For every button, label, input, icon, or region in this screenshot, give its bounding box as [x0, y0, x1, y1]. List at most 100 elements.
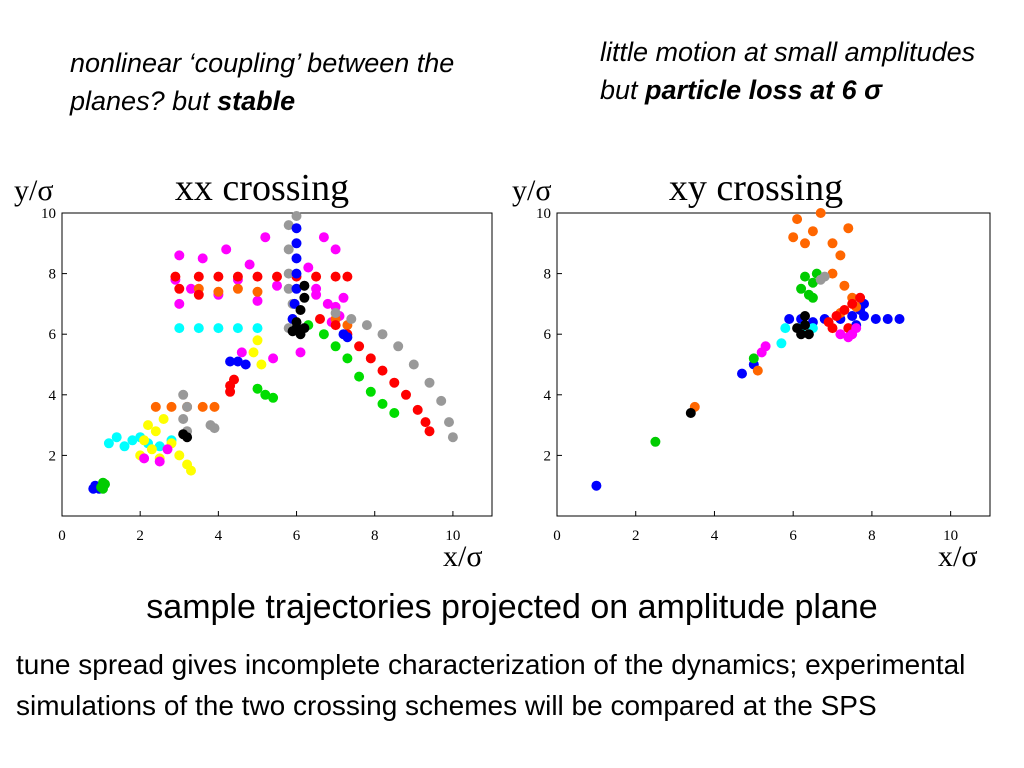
data-point [361, 320, 372, 331]
x-axis-label: x/σ [443, 540, 483, 573]
data-point [225, 386, 236, 397]
data-point [839, 280, 850, 291]
data-point [111, 432, 122, 443]
data-point [252, 323, 263, 334]
data-point [760, 341, 771, 352]
x-tick-label: 10 [445, 528, 460, 544]
data-point [291, 238, 302, 249]
x-tick-label: 10 [943, 528, 958, 544]
data-point [287, 326, 298, 337]
data-point [232, 271, 243, 282]
data-point [174, 298, 185, 309]
data-point [197, 253, 208, 264]
data-point [847, 298, 858, 309]
data-point [315, 314, 325, 324]
data-point [193, 323, 204, 334]
data-point [847, 311, 858, 321]
y-tick-label: 10 [41, 206, 56, 222]
data-point [96, 482, 107, 493]
data-point [377, 329, 388, 340]
y-tick-label: 4 [544, 388, 552, 404]
data-point [365, 353, 376, 364]
data-point [365, 386, 376, 397]
series-11 [178, 280, 310, 443]
data-point [444, 417, 454, 428]
data-point [252, 295, 263, 306]
data-point [213, 271, 224, 282]
data-point [283, 244, 294, 255]
data-point [256, 359, 267, 370]
data-point [800, 238, 810, 249]
data-point [346, 314, 357, 324]
x-tick-label: 6 [293, 528, 301, 544]
data-point [213, 286, 224, 297]
data-point [354, 371, 365, 382]
annotation-left-text: nonlinear ‘coupling’ between the planes?… [70, 48, 455, 116]
data-point [186, 465, 196, 476]
data-point [780, 323, 791, 334]
data-point [377, 398, 388, 409]
data-point [843, 223, 854, 234]
data-point [197, 401, 208, 412]
data-point [252, 335, 263, 346]
y-tick-label: 8 [544, 267, 552, 283]
series-8 [815, 271, 830, 285]
data-point [420, 417, 431, 428]
data-point [143, 420, 153, 431]
data-point [182, 401, 193, 412]
chart-title: xx crossing [175, 167, 349, 209]
series-3 [689, 208, 862, 412]
series-4 [135, 335, 267, 476]
data-point [213, 323, 224, 334]
data-point [807, 292, 818, 303]
series-2 [650, 268, 822, 447]
data-point [119, 441, 130, 452]
data-point [299, 280, 310, 291]
data-point [796, 283, 807, 294]
data-point [424, 377, 435, 388]
data-point [318, 232, 329, 243]
data-point [330, 308, 341, 318]
y-axis-label: y/σ [14, 174, 54, 207]
data-point [236, 347, 247, 358]
x-tick-label: 2 [136, 528, 144, 544]
data-point [166, 401, 177, 412]
x-tick-label: 8 [371, 528, 379, 544]
x-tick-label: 4 [711, 528, 719, 544]
data-point [232, 323, 243, 334]
data-point [792, 214, 803, 225]
data-point [174, 283, 185, 294]
annotation-left-emphasis: stable [217, 86, 296, 116]
chart-2: 0 2 4 6 8 10 2 4 6 8 10 xy crossing y/σ x/σ [512, 167, 991, 573]
data-point [591, 480, 602, 491]
series-5 [139, 232, 349, 467]
data-point [342, 271, 353, 282]
data-point [103, 438, 114, 449]
data-point [268, 392, 279, 403]
data-point [193, 271, 204, 282]
data-point [424, 426, 435, 437]
data-point [182, 432, 193, 443]
data-point [800, 271, 810, 282]
plot-frame [61, 212, 493, 517]
data-point [330, 320, 341, 331]
x-tick-label: 0 [553, 528, 561, 544]
data-point [260, 232, 271, 243]
plots-canvas: 0 2 4 6 8 10 2 4 6 8 10 xx crossing y/σ x/σ 0 2 4 6 8 10 2 4 6… [14, 167, 991, 573]
data-point [268, 353, 279, 364]
data-point [835, 250, 846, 261]
data-point [792, 323, 803, 334]
data-point [244, 259, 255, 270]
data-point [291, 211, 302, 221]
data-point [150, 401, 161, 412]
data-point [447, 432, 458, 443]
data-point [248, 347, 259, 358]
data-point [139, 435, 150, 446]
annotation-right-text: little motion at small amplitudes but [600, 37, 976, 105]
data-point [815, 274, 826, 285]
series-2 [96, 477, 110, 494]
x-tick-label: 2 [632, 528, 640, 544]
data-point [162, 444, 173, 455]
x-tick-label: 0 [58, 528, 66, 544]
y-tick-label: 2 [544, 448, 552, 464]
